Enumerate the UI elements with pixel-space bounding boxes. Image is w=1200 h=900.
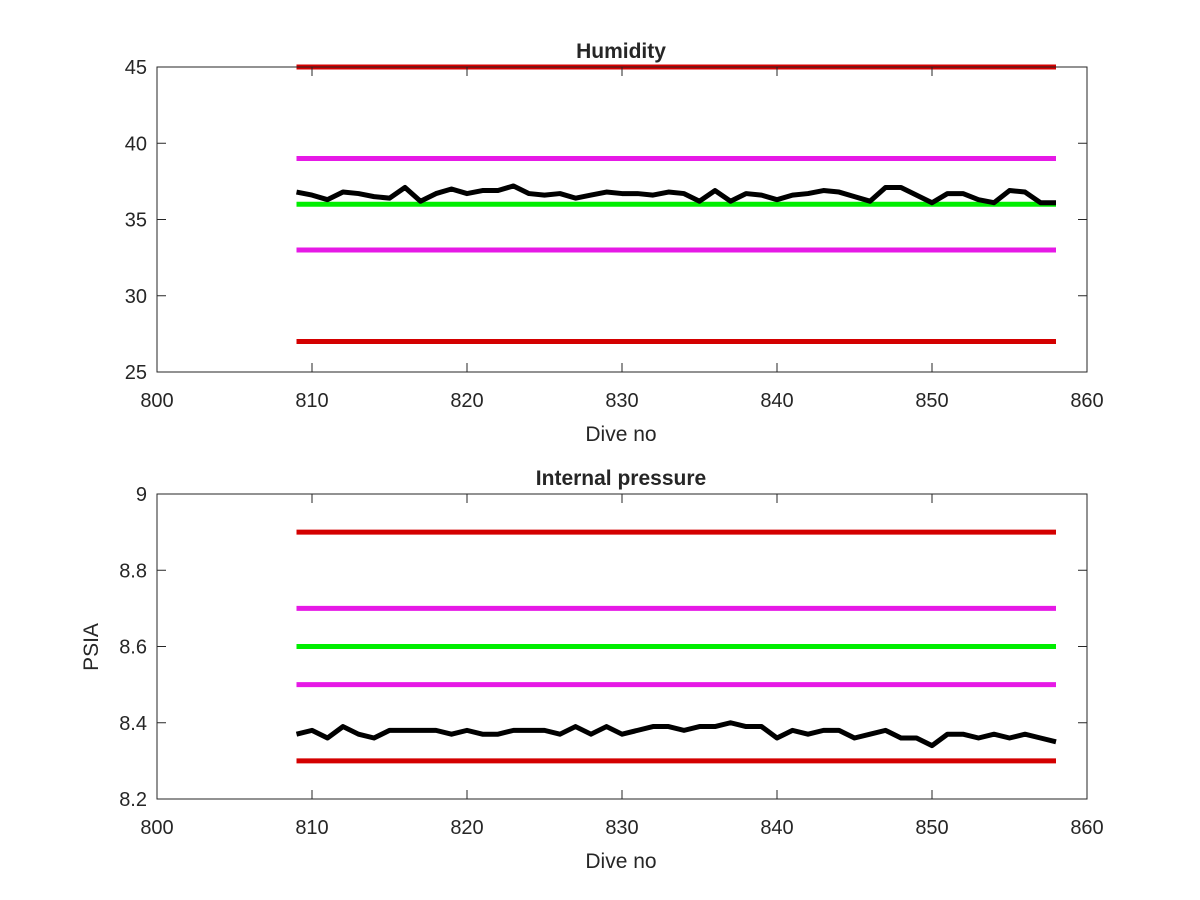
humidity-x-tick-label: 850 <box>915 390 948 412</box>
pressure-y-tick-label: 8.6 <box>119 637 147 659</box>
humidity-x-tick-label: 820 <box>450 390 483 412</box>
pressure-x-tick-label: 860 <box>1070 817 1103 839</box>
humidity-ticks: 800 810 820 830 840 850 860 25 30 35 40 45 <box>125 57 1104 412</box>
pressure-plot-area <box>295 529 1057 764</box>
humidity-y-tick-label: 30 <box>125 286 147 308</box>
pressure-x-tick-label: 810 <box>295 817 328 839</box>
pressure-y-tick-label: 9 <box>136 484 147 506</box>
pressure-y-axis-label: PSIA <box>80 623 103 671</box>
humidity-y-tick-label: 45 <box>125 57 147 79</box>
pressure-series-line-0 <box>295 720 1057 749</box>
humidity-x-tick-label: 840 <box>760 390 793 412</box>
pressure-ticks: 800 810 820 830 840 850 860 8.2 8.4 8.6 8.8 9 <box>119 484 1104 839</box>
pressure-x-tick-label: 850 <box>915 817 948 839</box>
pressure-x-tick-label: 830 <box>605 817 638 839</box>
pressure-title: Internal pressure <box>536 467 706 490</box>
pressure-x-tick-label: 840 <box>760 817 793 839</box>
humidity-x-tick-label: 830 <box>605 390 638 412</box>
humidity-y-tick-label: 35 <box>125 210 147 232</box>
humidity-x-axis-label: Dive no <box>585 423 656 446</box>
pressure-y-tick-label: 8.4 <box>119 713 147 735</box>
pressure-panel: 800 810 820 830 840 850 860 8.2 8.4 8.6 8.8 9 Inter… <box>80 467 1104 873</box>
pressure-x-tick-label: 820 <box>450 817 483 839</box>
humidity-series-line-0 <box>296 183 1056 206</box>
pressure-x-tick-label: 800 <box>140 817 173 839</box>
humidity-title: Humidity <box>576 40 666 63</box>
humidity-panel: 800 810 820 830 840 850 860 25 30 35 40 45 Humidity… <box>125 40 1104 446</box>
humidity-y-tick-label: 40 <box>125 133 147 155</box>
humidity-x-tick-label: 860 <box>1070 390 1103 412</box>
pressure-y-tick-label: 8.8 <box>119 560 147 582</box>
humidity-x-tick-label: 810 <box>295 390 328 412</box>
humidity-y-tick-label: 25 <box>125 362 147 384</box>
pressure-y-tick-label: 8.2 <box>119 789 147 811</box>
pressure-x-axis-label: Dive no <box>585 850 656 873</box>
humidity-x-tick-label: 800 <box>140 390 173 412</box>
